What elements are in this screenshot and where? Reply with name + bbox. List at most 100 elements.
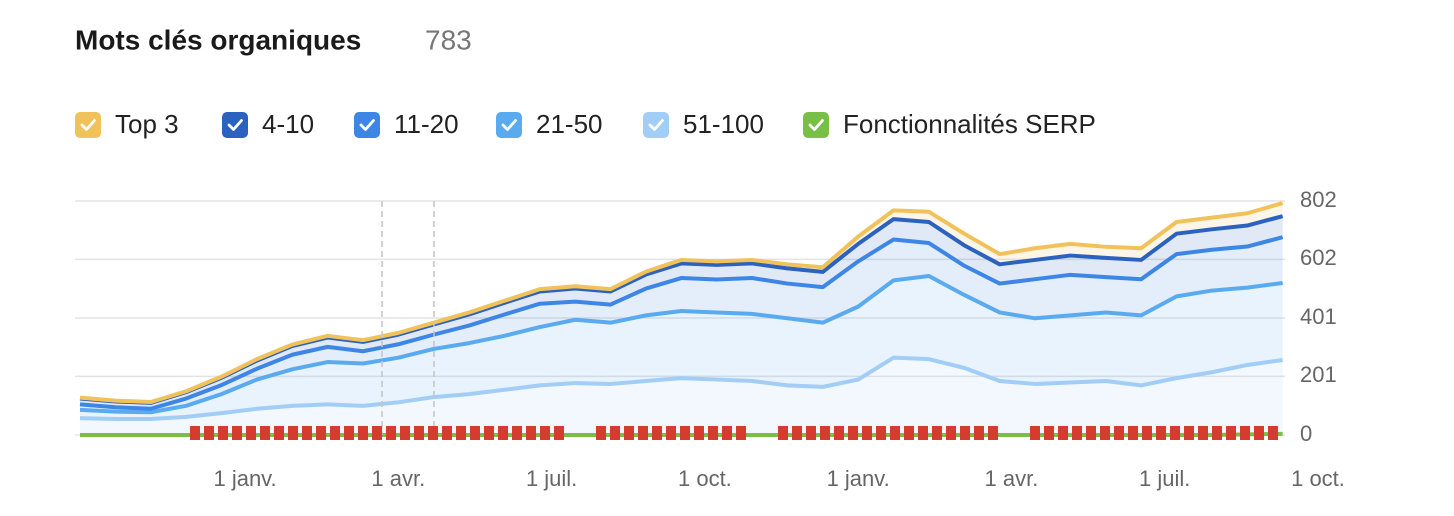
event-flag — [918, 426, 928, 440]
legend-label[interactable]: 11-20 — [394, 109, 459, 139]
legend-label[interactable]: 21-50 — [536, 109, 603, 139]
y-tick-label: 802 — [1300, 187, 1337, 212]
legend-checkbox[interactable] — [222, 112, 248, 138]
event-flag — [1086, 426, 1096, 440]
event-flag — [1226, 426, 1236, 440]
event-flag — [554, 426, 564, 440]
legend-label[interactable]: Fonctionnalités SERP — [843, 109, 1096, 139]
event-flag — [1212, 426, 1222, 440]
event-flag — [988, 426, 998, 440]
event-flag — [218, 426, 228, 440]
area-band — [80, 275, 1283, 419]
event-flag — [1128, 426, 1138, 440]
legend-label[interactable]: 4-10 — [262, 109, 314, 139]
event-flag — [1184, 426, 1194, 440]
event-flag — [792, 426, 802, 440]
event-flag — [1030, 426, 1040, 440]
event-flag — [1072, 426, 1082, 440]
plot-area: 0 201 401 602 802 1 janv. 1 avr. 1 juil. 1 oct. 1… — [75, 187, 1345, 491]
event-flag — [778, 426, 788, 440]
event-flag — [890, 426, 900, 440]
event-flag — [344, 426, 354, 440]
event-flag — [1156, 426, 1166, 440]
event-flag — [274, 426, 284, 440]
event-flag — [414, 426, 424, 440]
event-flag — [960, 426, 970, 440]
series-line — [79, 235, 1284, 411]
event-flag — [680, 426, 690, 440]
event-flag — [358, 426, 368, 440]
event-flag — [1198, 426, 1208, 440]
event-flag — [806, 426, 816, 440]
x-tick-label: 1 janv. — [827, 466, 890, 491]
area-band — [80, 216, 1283, 409]
legend-checkbox[interactable] — [354, 112, 380, 138]
event-flag — [1268, 426, 1278, 440]
keyword-total: 783 — [425, 24, 472, 55]
event-flag — [428, 426, 438, 440]
event-flag — [834, 426, 844, 440]
x-tick-label: 1 oct. — [678, 466, 732, 491]
event-flag — [288, 426, 298, 440]
y-tick-label: 0 — [1300, 421, 1312, 446]
event-flag — [1100, 426, 1110, 440]
event-flag — [1240, 426, 1250, 440]
x-tick-label: 1 avr. — [985, 466, 1039, 491]
series-line — [79, 273, 1283, 415]
event-flag — [722, 426, 732, 440]
area-band — [80, 237, 1283, 413]
event-flag — [330, 426, 340, 440]
x-tick-label: 1 janv. — [213, 466, 276, 491]
event-flag — [932, 426, 942, 440]
event-flag — [512, 426, 522, 440]
event-flags — [190, 426, 1278, 440]
event-flag — [204, 426, 214, 440]
x-tick-label: 1 oct. — [1291, 466, 1345, 491]
y-tick-label: 201 — [1300, 362, 1337, 387]
event-flag — [316, 426, 326, 440]
legend-checkbox[interactable] — [803, 112, 829, 138]
chart-title: Mots clés organiques — [75, 24, 361, 55]
legend-check — [80, 119, 96, 131]
event-flag — [1058, 426, 1068, 440]
event-flag — [456, 426, 466, 440]
legend-check — [648, 119, 664, 131]
legend: Top 3 4-10 11-20 21-50 51-100 Fonctionnalités… — [75, 109, 1096, 139]
event-flag — [820, 426, 830, 440]
event-flag — [246, 426, 256, 440]
legend-check — [227, 119, 243, 131]
legend-label[interactable]: 51-100 — [683, 109, 764, 139]
event-flag — [1044, 426, 1054, 440]
event-flag — [610, 426, 620, 440]
y-tick-label: 602 — [1300, 245, 1337, 270]
event-flag — [1142, 426, 1152, 440]
event-flag — [190, 426, 200, 440]
legend-checkbox[interactable] — [75, 112, 101, 138]
series-line — [79, 355, 1283, 421]
event-flag — [442, 426, 452, 440]
event-flag — [596, 426, 606, 440]
event-flag — [232, 426, 242, 440]
event-flag — [498, 426, 508, 440]
event-flag — [540, 426, 550, 440]
event-flag — [484, 426, 494, 440]
area-band — [80, 357, 1283, 435]
event-flag — [848, 426, 858, 440]
legend-checkbox[interactable] — [496, 112, 522, 138]
series-line — [79, 201, 1284, 405]
event-flag — [624, 426, 634, 440]
event-flag — [526, 426, 536, 440]
event-flag — [708, 426, 718, 440]
event-flag — [386, 426, 396, 440]
event-flag — [302, 426, 312, 440]
legend-check — [808, 119, 824, 131]
event-flag — [876, 426, 886, 440]
event-flag — [638, 426, 648, 440]
legend-checkbox[interactable] — [643, 112, 669, 138]
legend-label[interactable]: Top 3 — [115, 109, 179, 139]
event-flag — [974, 426, 984, 440]
legend-check — [501, 119, 517, 131]
legend-check — [359, 119, 375, 131]
y-tick-label: 401 — [1300, 304, 1337, 329]
